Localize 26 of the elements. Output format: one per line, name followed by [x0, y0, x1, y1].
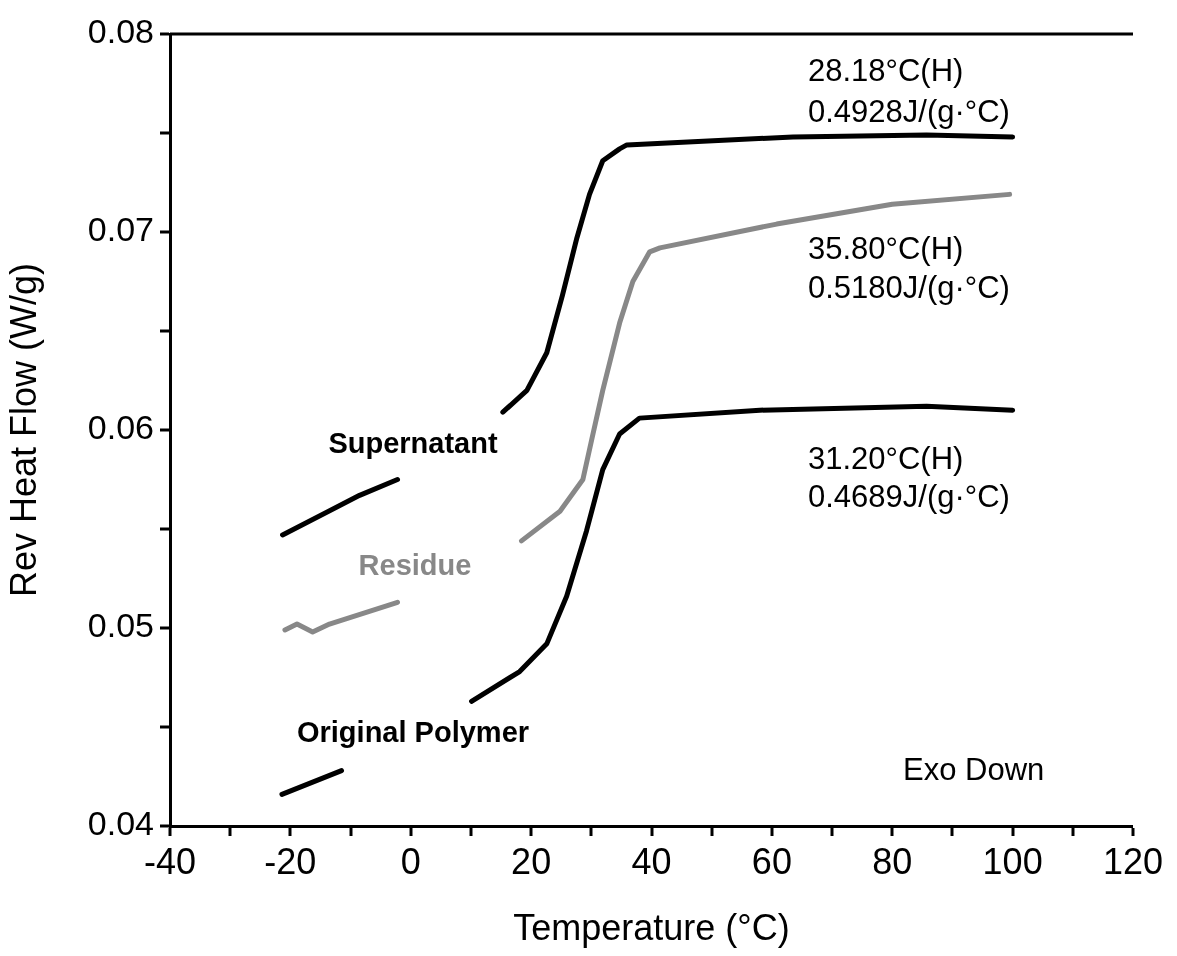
- y-tick-label: 0.06: [87, 408, 154, 447]
- annotation: 28.18°C(H): [808, 52, 964, 88]
- y-axis-title: Rev Heat Flow (W/g): [2, 262, 44, 598]
- annotation: 0.4689J/(g·°C): [808, 478, 1010, 514]
- x-tick-label: 0: [400, 840, 421, 882]
- annotation: 35.80°C(H): [808, 230, 964, 266]
- x-axis-title: Temperature (°C): [513, 907, 790, 949]
- x-tick-label: 40: [631, 840, 672, 882]
- series-label: Supernatant: [328, 427, 498, 459]
- y-tick-label: 0.04: [87, 804, 154, 843]
- y-tick-label: 0.07: [87, 210, 154, 249]
- x-tick-label: 60: [751, 840, 792, 882]
- annotation: 0.5180J/(g·°C): [808, 269, 1010, 305]
- y-tick-label: 0.05: [87, 606, 154, 645]
- x-tick-label: 100: [982, 840, 1043, 882]
- x-tick-label: 80: [872, 840, 913, 882]
- x-tick-label: 20: [511, 840, 552, 882]
- series-label: Residue: [358, 549, 472, 581]
- annotation: 0.4928J/(g·°C): [808, 93, 1010, 129]
- x-tick-label: 120: [1102, 840, 1164, 882]
- annotation: Exo Down: [903, 751, 1045, 787]
- series-label: Original Polymer: [296, 716, 530, 748]
- annotation: 31.20°C(H): [808, 440, 964, 476]
- y-tick-label: 0.08: [87, 12, 154, 51]
- x-tick-label: -40: [143, 840, 197, 882]
- x-tick-label: -20: [264, 840, 317, 882]
